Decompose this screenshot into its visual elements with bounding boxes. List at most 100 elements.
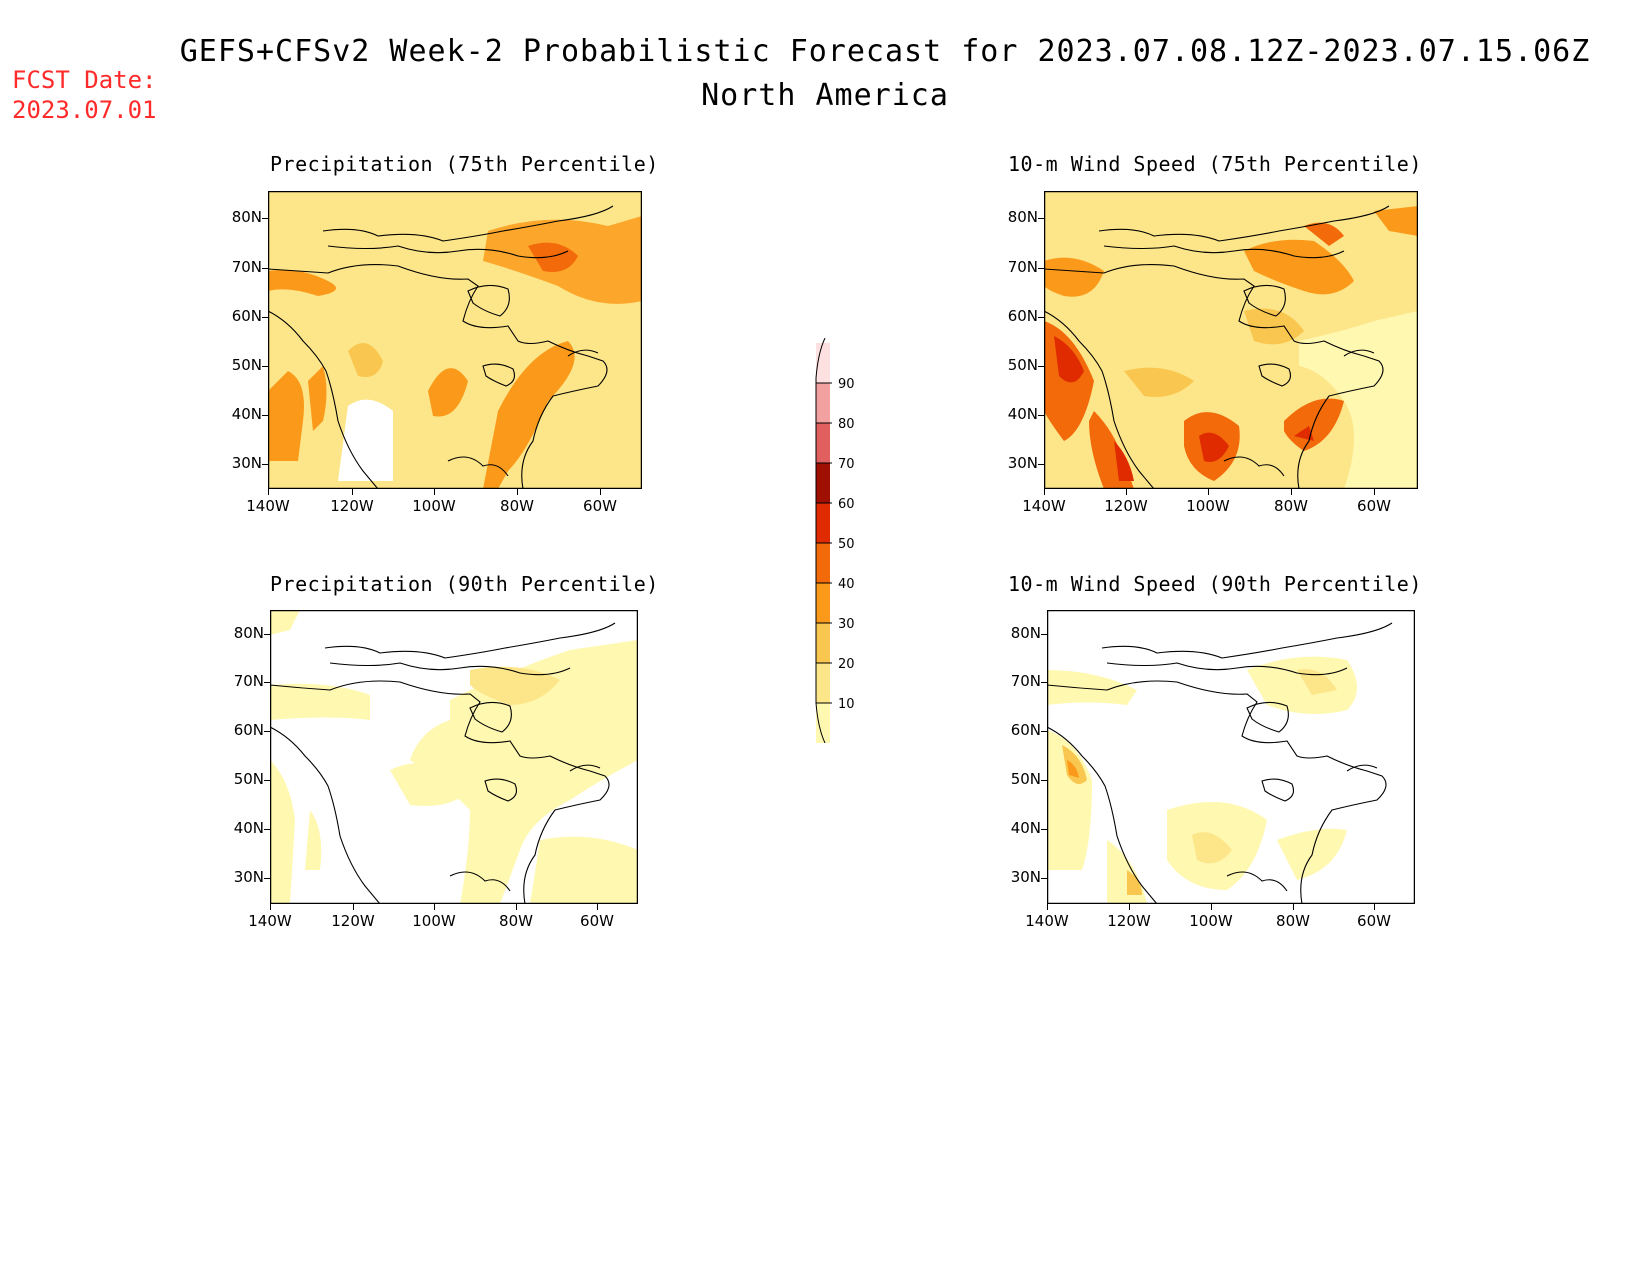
lat-tick (264, 731, 270, 732)
lat-tick (1038, 317, 1044, 318)
colorbar-level-label: 70 (838, 457, 855, 472)
lon-tick (270, 904, 271, 910)
lon-tick-label: 120W (331, 912, 375, 930)
lon-tick-label: 80W (1276, 912, 1310, 930)
colorbar-level-label: 50 (838, 537, 855, 552)
lat-tick-label: 40N (1007, 405, 1038, 423)
lat-tick (1041, 731, 1047, 732)
colorbar-swatch (816, 583, 830, 623)
colorbar-level-label: 30 (838, 617, 855, 632)
lon-tick-label: 80W (1274, 497, 1308, 515)
lon-tick-label: 120W (330, 497, 374, 515)
lat-tick-label: 50N (1007, 356, 1038, 374)
lat-tick-label: 60N (231, 307, 262, 325)
fcst-date-value: 2023.07.01 (12, 96, 157, 124)
lon-tick-label: 140W (246, 497, 290, 515)
lon-tick (1129, 904, 1130, 910)
colorbar-level-label: 40 (838, 577, 855, 592)
lat-tick-label: 80N (1007, 208, 1038, 226)
lat-tick (1041, 780, 1047, 781)
lat-tick-label: 80N (231, 208, 262, 226)
lat-tick-label: 30N (231, 454, 262, 472)
lat-tick (264, 878, 270, 879)
lon-tick-label: 60W (583, 497, 617, 515)
lat-tick-label: 80N (1010, 624, 1041, 642)
lon-tick (597, 904, 598, 910)
lat-tick-label: 60N (1010, 721, 1041, 739)
lat-tick-label: 60N (1007, 307, 1038, 325)
lon-tick (352, 489, 353, 495)
lat-tick (1041, 829, 1047, 830)
fcst-date-label: FCST Date: (12, 66, 157, 94)
colorbar: 10 20 30 40 50 60 70 80 90 (815, 338, 855, 743)
lat-tick (262, 464, 268, 465)
lon-tick (1126, 489, 1127, 495)
figure-title: GEFS+CFSv2 Week-2 Probabilistic Forecast… (179, 34, 1591, 69)
lat-tick (1038, 464, 1044, 465)
lat-tick (262, 366, 268, 367)
lon-tick (1044, 489, 1045, 495)
lon-tick (1211, 904, 1212, 910)
lat-tick (1038, 218, 1044, 219)
colorbar-swatch (816, 543, 830, 583)
panel-title-precip-90: Precipitation (90th Percentile) (270, 572, 659, 596)
lat-tick-label: 30N (1007, 454, 1038, 472)
lon-tick (1374, 489, 1375, 495)
lat-tick (264, 682, 270, 683)
lon-tick-label: 80W (499, 912, 533, 930)
lon-tick-label: 140W (248, 912, 292, 930)
lon-tick-label: 140W (1025, 912, 1069, 930)
lat-tick-label: 40N (233, 819, 264, 837)
lon-tick-label: 60W (1357, 912, 1391, 930)
lon-tick-label: 120W (1104, 497, 1148, 515)
lon-tick (517, 489, 518, 495)
colorbar-swatch (816, 663, 830, 703)
colorbar-level-label: 20 (838, 657, 855, 672)
lat-tick-label: 70N (1007, 258, 1038, 276)
lon-tick (516, 904, 517, 910)
lon-tick (353, 904, 354, 910)
lat-tick (1038, 415, 1044, 416)
lat-tick (1041, 634, 1047, 635)
lat-tick-label: 30N (233, 868, 264, 886)
lat-tick-label: 70N (1010, 672, 1041, 690)
colorbar-swatch (816, 503, 830, 543)
lon-tick (1208, 489, 1209, 495)
lat-tick-label: 50N (233, 770, 264, 788)
lat-tick (264, 829, 270, 830)
colorbar-level-label: 60 (838, 497, 855, 512)
colorbar-swatch (816, 423, 830, 463)
lat-tick-label: 40N (231, 405, 262, 423)
lat-tick-label: 50N (231, 356, 262, 374)
lon-tick-label: 100W (412, 912, 456, 930)
lat-tick (1038, 366, 1044, 367)
map-panel-precip-75 (267, 190, 643, 493)
lon-tick (1293, 904, 1294, 910)
colorbar-swatch (816, 383, 830, 423)
precip-90-map (269, 609, 639, 905)
lat-tick (262, 268, 268, 269)
lon-tick (434, 489, 435, 495)
lon-tick-label: 100W (1186, 497, 1230, 515)
colorbar-swatch (816, 703, 830, 743)
lon-tick (268, 489, 269, 495)
lat-tick-label: 60N (233, 721, 264, 739)
colorbar-level-label: 80 (838, 417, 855, 432)
map-panel-wind-90 (1046, 609, 1416, 908)
lon-tick (600, 489, 601, 495)
lat-tick (262, 415, 268, 416)
precip-75-map (267, 190, 643, 491)
lon-tick-label: 100W (412, 497, 456, 515)
wind-90-map (1046, 609, 1416, 905)
lat-tick (1041, 682, 1047, 683)
colorbar-swatch (816, 463, 830, 503)
wind-75-map (1043, 190, 1419, 490)
map-panel-wind-75 (1043, 190, 1419, 493)
lon-tick-label: 140W (1022, 497, 1066, 515)
lat-tick-label: 70N (231, 258, 262, 276)
lat-tick-label: 30N (1010, 868, 1041, 886)
colorbar-level-label: 10 (838, 697, 855, 712)
lat-tick (264, 634, 270, 635)
lon-tick (1374, 904, 1375, 910)
map-panel-precip-90 (269, 609, 639, 908)
